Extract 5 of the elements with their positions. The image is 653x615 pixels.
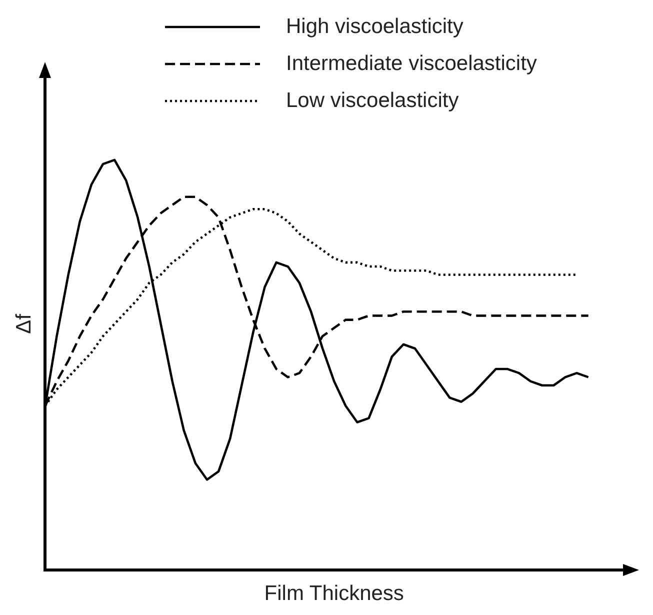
legend-label: Low viscoelasticity [286, 88, 459, 112]
legend-label: Intermediate viscoelasticity [286, 52, 537, 76]
x-axis-title: Film Thickness [264, 582, 404, 606]
legend-label: High viscoelasticity [286, 14, 464, 38]
y-axis-title: Δf [12, 314, 36, 334]
